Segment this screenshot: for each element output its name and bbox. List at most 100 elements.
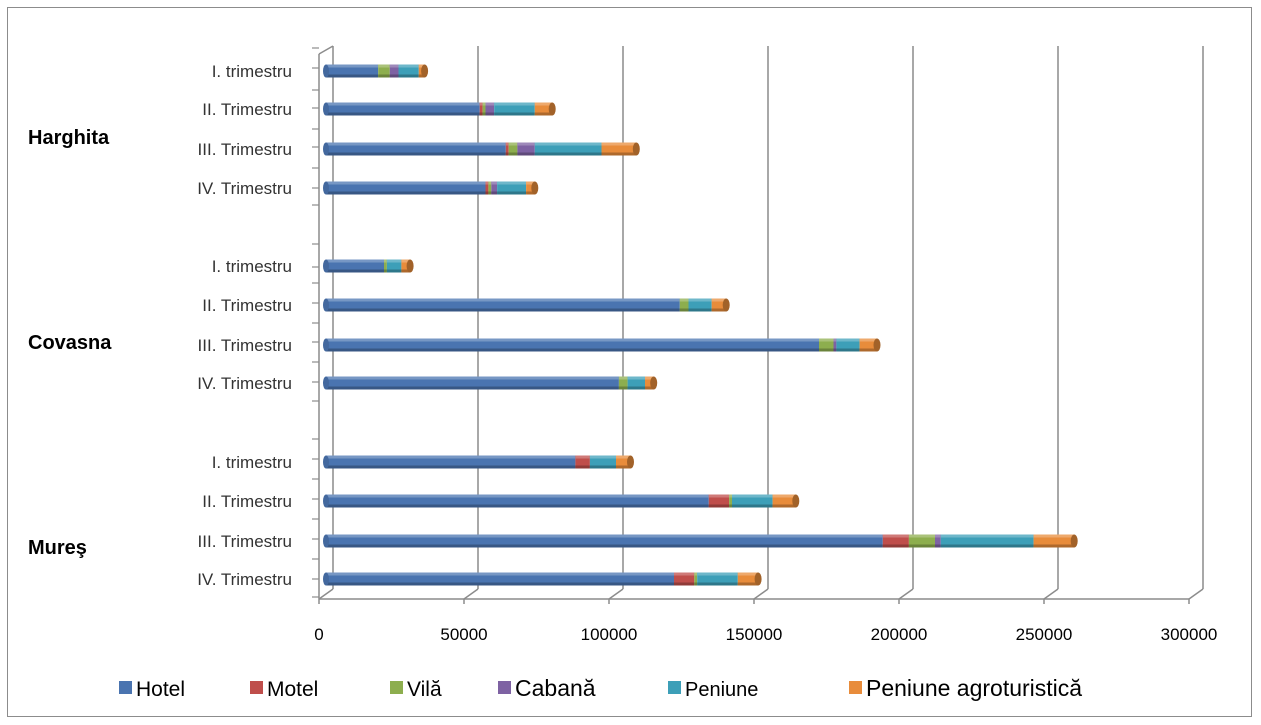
bar-shadow [711,308,727,312]
bar-end-cap [548,102,556,116]
legend-label: Vilă [407,678,442,701]
gridline-floor [318,588,334,600]
bar-segment-hotel [326,494,709,508]
bar-highlight [505,142,509,146]
x-tick-label: 50000 [440,625,487,644]
bar-start-cap [323,298,329,312]
bar-highlight [326,259,384,263]
bar-face [326,142,506,156]
category-label: II. Trimestru [202,100,292,119]
bar-face [326,181,486,195]
bar-face [401,259,411,273]
category-label: III. Trimestru [198,532,292,551]
bar-highlight [711,298,727,302]
legend-swatch [849,681,862,694]
bar-shadow [935,544,941,548]
bar-start-cap [323,102,329,116]
bar-shadow [679,308,689,312]
bar-highlight [819,338,834,342]
bar-segment-peniune-agroturistic- [401,259,411,273]
bar-face [494,102,535,116]
bar-end-cap [531,181,539,195]
bar-shadow [697,582,738,586]
bar-face [697,572,738,586]
x-tick-label: 200000 [871,625,928,644]
bar-segment-motel [479,102,483,116]
bar-face [833,338,837,352]
bar-segment-peniune [589,455,616,469]
bar-face [601,142,637,156]
bar-face [398,64,419,78]
bar-shadow [398,74,419,78]
bar-face [534,142,602,156]
bar-segment-hotel [326,259,384,273]
bar-shadow [534,112,553,116]
bar-segment-hotel [326,376,619,390]
bar-segment-peniune [697,572,738,586]
bar-shadow [833,348,837,352]
bar-shadow [485,191,489,195]
bar-face [589,455,616,469]
bar-shadow [589,465,616,469]
bar-shadow [674,582,695,586]
bar-shadow [326,348,819,352]
bar-segment-hotel [326,181,486,195]
bar-shadow [485,112,495,116]
bar-highlight [694,572,698,576]
bar-segment-peniune-agroturistic- [737,572,759,586]
gridline-floor [463,588,479,600]
group-label: Mureş [28,537,87,559]
bar-highlight [688,298,712,302]
bar-highlight [326,376,619,380]
bar-face [517,142,535,156]
bar-highlight [729,494,732,498]
bar-highlight [697,572,738,576]
bar-segment-peniune-agroturistic- [711,298,727,312]
bar-segment-vil- [378,64,390,78]
bar-face [708,494,730,508]
bar-highlight [575,455,590,459]
bar-face [908,534,935,548]
bar-highlight [679,298,689,302]
legend-swatch [390,681,403,694]
bar-shadow [326,386,619,390]
legend-swatch [250,681,263,694]
bar-segment-peniune-agroturistic- [616,455,631,469]
bar-face [711,298,727,312]
bar-highlight [645,376,654,380]
legend-label: Hotel [136,678,185,701]
bar-highlight [836,338,860,342]
bar-segment-caban- [833,338,837,352]
bar-highlight [737,572,759,576]
bar-highlight [485,102,495,106]
legend-label: Peniune [685,679,758,701]
bar-highlight [398,64,419,68]
bar-shadow [882,544,909,548]
bar-segment-peniune-agroturistic- [534,102,553,116]
bar-highlight [772,494,796,498]
bar-end-cap [1070,534,1078,548]
bar-highlight [389,64,399,68]
bar-highlight [497,181,527,185]
bar-shadow [401,269,411,273]
legend-item: Peniune agroturistică [849,675,1082,701]
bar-face [645,376,654,390]
bar-start-cap [323,338,329,352]
bar-face [819,338,834,352]
bar-highlight [326,102,480,106]
bar-face [737,572,759,586]
legend-swatch [119,681,132,694]
bar-highlight [616,455,631,459]
bar-segment-vil- [729,494,732,508]
bar-end-cap [627,455,634,469]
category-label: I. trimestru [212,62,292,81]
bar-shadow [326,504,709,508]
bar-segment-vil- [694,572,698,586]
bar-face [326,376,619,390]
bar-face [482,102,486,116]
bar-segment-peniune-agroturistic- [601,142,637,156]
bar-segment-hotel [326,298,680,312]
bar-start-cap [323,494,329,508]
category-label: III. Trimestru [198,336,292,355]
bar-face [674,572,695,586]
